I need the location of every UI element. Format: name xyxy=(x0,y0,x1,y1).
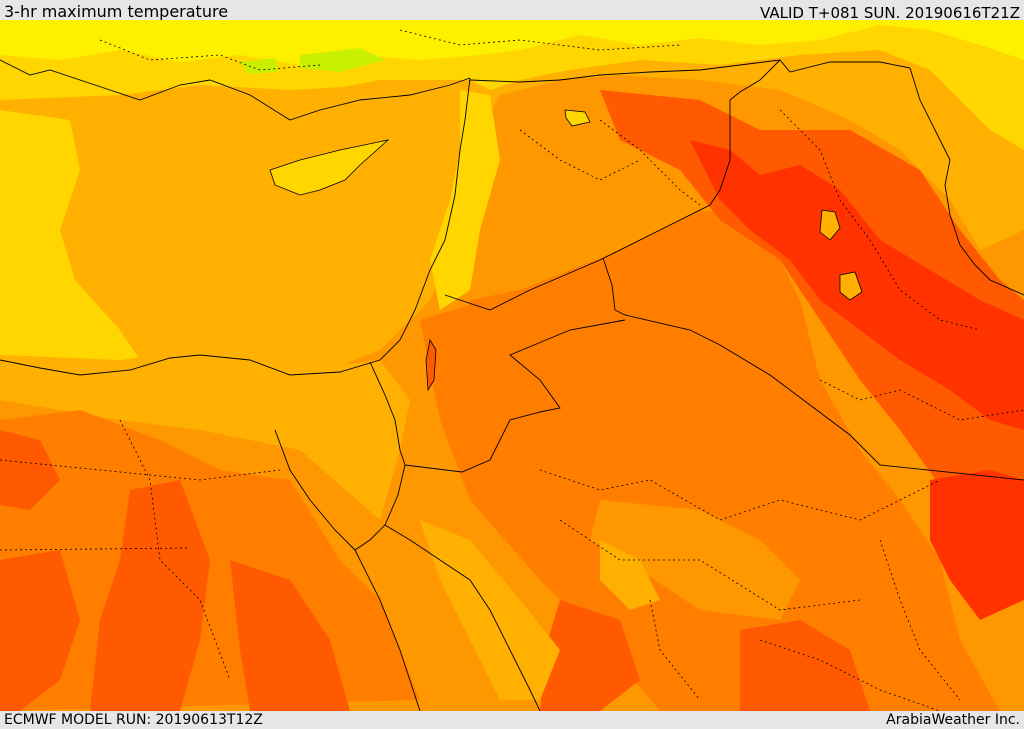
map-header: 3-hr maximum temperature VALID T+081 SUN… xyxy=(0,0,1024,22)
field-iraq-darkorange xyxy=(600,90,1024,560)
coast-red-sea-east xyxy=(384,524,541,711)
field-arabia-light xyxy=(590,500,800,620)
province-lines xyxy=(0,29,1024,711)
field-egypt-coast xyxy=(0,350,410,520)
lake-assad xyxy=(564,109,591,127)
credit: ArabiaWeather Inc. xyxy=(886,712,1020,728)
field-green-patch xyxy=(300,48,385,72)
border-iraq-iran xyxy=(909,67,1024,296)
field-north-lightyellow xyxy=(0,20,1024,65)
field-sw-darkorange xyxy=(0,430,60,510)
temperature-map[interactable] xyxy=(0,20,1024,711)
dead-sea xyxy=(425,338,437,392)
border-turkey-syria xyxy=(469,59,911,83)
border-syria-iraq xyxy=(444,59,781,311)
field-levant-strip xyxy=(430,90,500,310)
field-green-patch-2 xyxy=(240,58,278,74)
coast-levant xyxy=(0,77,471,376)
border-jordan-saudi xyxy=(404,319,626,473)
coast-red-sea-west xyxy=(354,549,421,711)
field-south-red-2 xyxy=(540,600,640,711)
lake-tharthar xyxy=(819,209,841,241)
field-sw-darkorange-2 xyxy=(90,480,210,711)
lake-habbaniyah xyxy=(839,271,863,301)
field-cyprus xyxy=(269,139,390,196)
border-egypt-israel xyxy=(369,361,406,466)
coast-turkey xyxy=(0,59,471,121)
model-run: ECMWF MODEL RUN: 20190613T12Z xyxy=(4,712,263,728)
field-south-red xyxy=(740,620,870,711)
valid-time: VALID T+081 SUN. 20190616T21Z xyxy=(760,4,1020,22)
border-jordan-iraq xyxy=(602,257,1024,481)
field-sw-darkorange-3 xyxy=(0,550,80,711)
map-footer: ECMWF MODEL RUN: 20190613T12Z ArabiaWeat… xyxy=(0,711,1024,729)
field-gulf-red xyxy=(930,470,1024,620)
field-sw-darkorange-4 xyxy=(230,560,350,711)
field-sea-yellow xyxy=(0,110,140,365)
field-arabia-yellow xyxy=(600,540,660,610)
map-title: 3-hr maximum temperature xyxy=(4,2,229,21)
field-arabia-orange xyxy=(420,210,1000,711)
